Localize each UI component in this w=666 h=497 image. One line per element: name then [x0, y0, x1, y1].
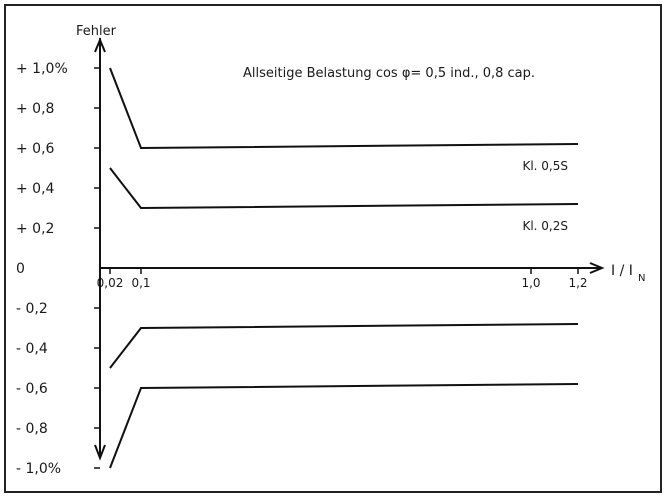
x-tick-label: 0,1: [131, 276, 150, 290]
y-tick-label: + 1,0%: [16, 61, 68, 77]
y-tick-label: + 0,4: [16, 181, 55, 197]
x-ticks: 0,02 0,1 1,0 1,2: [97, 268, 588, 290]
series-label: Kl. 0,5S: [522, 159, 568, 173]
y-ticks: + 1,0% + 0,8 + 0,6 + 0,4 + 0,2 0 - 0,2 - 0,4 - 0…: [16, 61, 100, 477]
series-line-2: [109, 167, 579, 210]
series-labels: Kl. 0,5S Kl. 0,2S: [522, 159, 568, 233]
y-axis-label: Fehler: [76, 24, 117, 39]
y-tick-label: - 1,0%: [16, 461, 61, 477]
y-tick-label: - 0,2: [16, 301, 48, 317]
series-lines: [109, 67, 579, 469]
y-tick-label: + 0,8: [16, 101, 54, 117]
series-label: Kl. 0,2S: [522, 219, 568, 233]
chart-border: [4, 4, 662, 493]
series-line-1: [109, 67, 579, 150]
series-line-4: [109, 383, 579, 469]
x-tick-label: 1,0: [521, 276, 540, 290]
chart-title: Allseitige Belastung cos φ= 0,5 ind., 0,…: [243, 66, 535, 81]
y-tick-label: - 0,4: [16, 341, 48, 357]
y-axis-arrow-up: [94, 37, 106, 53]
x-axis-label-subscript: N: [638, 273, 645, 284]
axes: [94, 37, 605, 461]
y-tick-label: - 0,8: [16, 421, 48, 437]
y-axis-arrow-down: [94, 444, 106, 461]
y-tick-label: + 0,6: [16, 141, 55, 157]
y-tick-label: 0: [16, 261, 25, 277]
x-tick-label: 0,02: [97, 276, 124, 290]
x-axis-arrow: [589, 262, 605, 274]
x-tick-label: 1,2: [568, 276, 587, 290]
x-axis-label: I / I: [611, 263, 633, 279]
series-line-3: [109, 323, 579, 369]
y-tick-label: + 0,2: [16, 221, 54, 237]
y-tick-label: - 0,6: [16, 381, 48, 397]
